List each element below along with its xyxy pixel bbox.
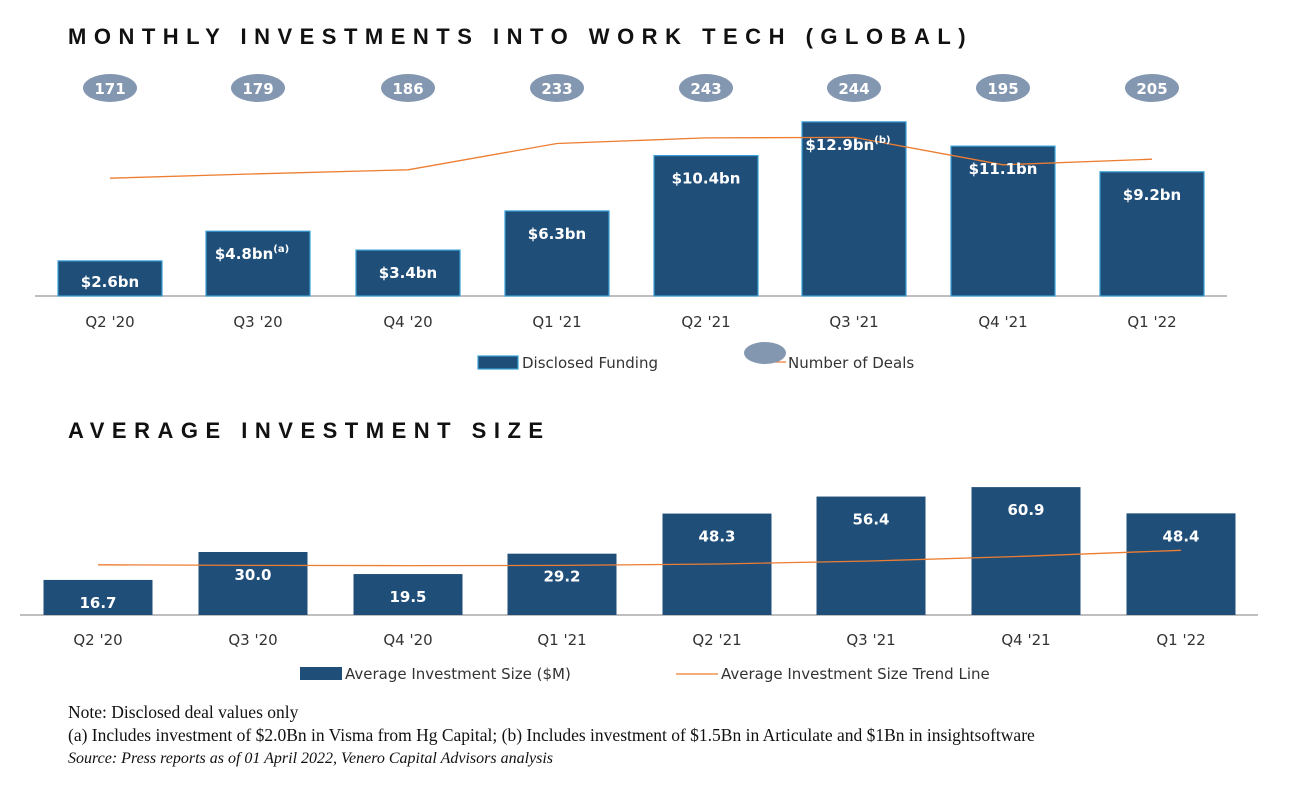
chart2-bar-label: 30.0 (234, 566, 271, 584)
footnotes: Note: Disclosed deal values only (a) Inc… (68, 701, 1035, 770)
chart2-category-label: Q4 '20 (383, 631, 432, 649)
chart2-category-label: Q4 '21 (1001, 631, 1050, 649)
chart1-category-label: Q4 '20 (383, 313, 432, 331)
chart1-deal-count: 186 (392, 80, 423, 98)
chart2-bar-label: 16.7 (79, 594, 116, 612)
chart1-deal-count: 233 (541, 80, 572, 98)
source-note: Source: Press reports as of 01 April 202… (68, 750, 554, 767)
chart2-bar (198, 552, 308, 615)
chart2-bar (43, 579, 153, 615)
chart1-deal-marker (827, 74, 881, 102)
chart1-bar-label: $2.6bn (81, 273, 139, 291)
chart1-footnote-mark: (a) (273, 244, 289, 255)
chart1-bar (950, 145, 1056, 297)
chart1-bar (57, 260, 163, 297)
chart2-bar-label: 19.5 (389, 588, 426, 606)
chart2-bar-label: 56.4 (852, 511, 889, 529)
chart1-footnote-mark: (b) (874, 135, 890, 146)
chart2-category-label: Q1 '22 (1156, 631, 1205, 649)
chart1-bar (1099, 171, 1205, 297)
chart1-deal-count: 205 (1136, 80, 1167, 98)
chart1-deal-marker (231, 74, 285, 102)
chart2-bar (1126, 513, 1236, 615)
chart1-bar (504, 210, 610, 297)
chart-title-average-investment-size: AVERAGE INVESTMENT SIZE (68, 418, 551, 443)
chart1-bar-label: $12.9bn(b) (805, 135, 890, 154)
note-ab: (a) Includes investment of $2.0Bn in Vis… (68, 725, 1035, 745)
chart1-deal-marker (381, 74, 435, 102)
chart1-deal-count: 243 (690, 80, 721, 98)
chart2-bar (971, 487, 1081, 615)
chart2-category-label: Q3 '21 (846, 631, 895, 649)
chart2-legend-bar-swatch (300, 667, 342, 680)
chart2-bar-label: 29.2 (543, 568, 580, 586)
chart1-legend-marker-swatch (744, 342, 786, 364)
charts-canvas: $2.6bn $4.8bn(a) $3.4bn $6.3bn $10.4bn $12.9b… (20, 74, 1258, 683)
chart-title-monthly-investments: MONTHLY INVESTMENTS INTO WORK TECH (GLOB… (68, 24, 974, 49)
chart1-category-label: Q2 '21 (681, 313, 730, 331)
chart1-category-label: Q3 '21 (829, 313, 878, 331)
chart1-bar (653, 155, 759, 297)
chart2-bar-label: 48.4 (1162, 527, 1199, 545)
chart1-legend-bar-swatch (477, 355, 519, 370)
chart1-deals-line (109, 136, 1153, 179)
chart1-bar-label: $9.2bn (1123, 186, 1181, 204)
chart2-bar (507, 553, 617, 615)
chart2-bar-label: 60.9 (1007, 501, 1044, 519)
chart2-category-label: Q2 '20 (73, 631, 122, 649)
chart1-deal-marker (530, 74, 584, 102)
chart1-deal-count: 244 (838, 80, 869, 98)
chart2-category-label: Q3 '20 (228, 631, 277, 649)
chart1-deal-marker (976, 74, 1030, 102)
chart1-bar-label: $11.1bn (969, 160, 1038, 178)
chart1-deal-marker (83, 74, 137, 102)
chart1-deal-marker (679, 74, 733, 102)
chart1-legend-line-label: Number of Deals (788, 354, 914, 372)
chart2-bar (816, 496, 926, 615)
chart1-deal-count: 179 (242, 80, 273, 98)
note-disclosed: Note: Disclosed deal values only (68, 702, 299, 722)
chart1-bar (205, 230, 311, 297)
chart1-bar-label: $6.3bn (528, 225, 586, 243)
chart1-bar (801, 121, 907, 297)
chart2-legend-bar-label: Average Investment Size ($M) (345, 665, 571, 683)
chart1-category-label: Q2 '20 (85, 313, 134, 331)
chart1-bar-label: $10.4bn (672, 170, 741, 188)
chart1-deal-marker (1125, 74, 1179, 102)
chart1-deal-count: 171 (94, 80, 125, 98)
chart1-category-label: Q4 '21 (978, 313, 1027, 331)
chart1-legend-bar-label: Disclosed Funding (522, 354, 658, 372)
chart2-category-label: Q1 '21 (537, 631, 586, 649)
chart1-deal-count: 195 (987, 80, 1018, 98)
chart1-category-label: Q1 '22 (1127, 313, 1176, 331)
chart1-bar (355, 249, 461, 297)
chart2-bar-label: 48.3 (698, 528, 735, 546)
chart1-category-label: Q3 '20 (233, 313, 282, 331)
chart2-legend-line-label: Average Investment Size Trend Line (721, 665, 990, 683)
chart1-category-label: Q1 '21 (532, 313, 581, 331)
chart2-category-label: Q2 '21 (692, 631, 741, 649)
chart2-trend-line (97, 549, 1182, 567)
chart1-bar-label: $3.4bn (379, 264, 437, 282)
chart1-bar-label: $4.8bn(a) (215, 244, 289, 263)
chart2-bar (353, 574, 463, 615)
